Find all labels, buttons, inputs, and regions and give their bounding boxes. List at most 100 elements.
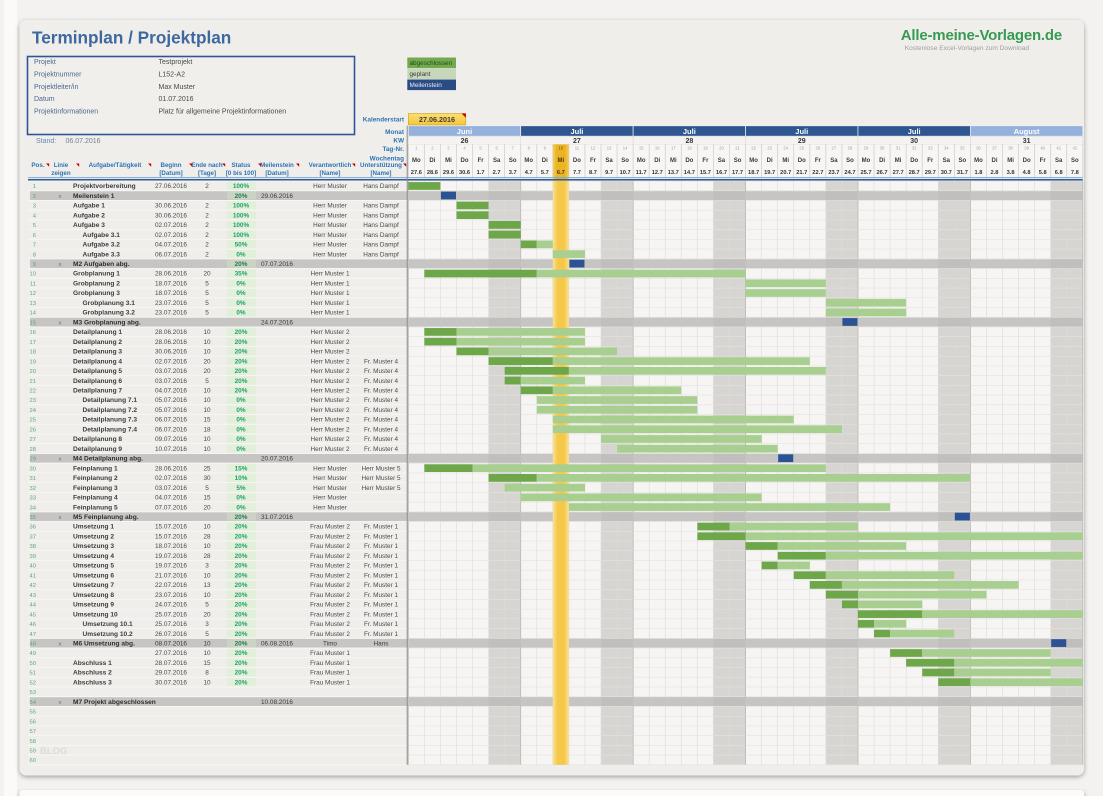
svg-text:3: 3 [447, 146, 450, 151]
svg-text:Detailplanung 7.1: Detailplanung 7.1 [83, 397, 138, 404]
svg-text:Detailplanung 5: Detailplanung 5 [73, 368, 122, 375]
svg-text:45: 45 [30, 612, 36, 618]
svg-text:02.07.2016: 02.07.2016 [155, 358, 187, 365]
svg-text:9: 9 [544, 146, 547, 151]
svg-text:Umsetzung 6: Umsetzung 6 [73, 572, 114, 579]
svg-text:0%: 0% [236, 504, 246, 511]
svg-text:43: 43 [30, 593, 36, 599]
svg-text:0%: 0% [236, 300, 246, 307]
svg-text:27: 27 [30, 437, 36, 443]
svg-text:46: 46 [30, 622, 36, 628]
svg-text:19.7: 19.7 [764, 170, 775, 176]
svg-text:Frau Muster 2: Frau Muster 2 [310, 602, 350, 609]
svg-text:28: 28 [203, 533, 211, 540]
svg-text:Detailplanung 7.4: Detailplanung 7.4 [83, 426, 138, 433]
svg-text:20%: 20% [235, 378, 248, 385]
svg-text:Detailplanung 7.3: Detailplanung 7.3 [83, 417, 138, 424]
svg-text:20%: 20% [235, 514, 248, 521]
svg-text:Alle-meine-Vorlagen.de: Alle-meine-Vorlagen.de [901, 27, 1062, 44]
svg-text:Fr. Muster 4: Fr. Muster 4 [364, 368, 399, 375]
svg-text:Frau Muster 2: Frau Muster 2 [310, 543, 350, 550]
svg-text:15: 15 [203, 417, 211, 424]
svg-text:37: 37 [30, 534, 36, 540]
svg-text:Herr Muster 2: Herr Muster 2 [310, 339, 350, 346]
svg-text:10%: 10% [235, 475, 248, 482]
svg-text:Juli: Juli [908, 127, 921, 136]
svg-text:06.08.2016: 06.08.2016 [261, 640, 293, 647]
svg-text:Stand:: Stand: [36, 138, 56, 145]
svg-text:Detailplanung 9: Detailplanung 9 [73, 446, 122, 453]
svg-text:Fr: Fr [815, 158, 822, 164]
svg-text:Unterstützung: Unterstützung [360, 162, 402, 169]
svg-text:[Tage]: [Tage] [198, 170, 216, 177]
svg-text:40: 40 [30, 564, 36, 570]
svg-text:04.07.2016: 04.07.2016 [155, 242, 187, 249]
svg-text:20%: 20% [235, 631, 248, 638]
svg-text:60: 60 [30, 758, 36, 764]
svg-text:So: So [959, 158, 967, 164]
svg-text:M2 Aufgaben abg.: M2 Aufgaben abg. [73, 261, 130, 268]
svg-text:Monat: Monat [385, 129, 405, 136]
svg-text:Aufgabe 1: Aufgabe 1 [73, 203, 105, 210]
svg-text:Juli: Juli [795, 127, 808, 136]
svg-text:0%: 0% [236, 495, 246, 502]
svg-text:5%: 5% [236, 485, 246, 492]
svg-text:Sa: Sa [943, 158, 951, 164]
svg-text:34: 34 [30, 505, 37, 511]
svg-text:23.07.2016: 23.07.2016 [155, 310, 187, 317]
svg-text:[Name]: [Name] [320, 170, 341, 177]
svg-text:27: 27 [832, 146, 837, 151]
svg-text:28.6: 28.6 [427, 170, 438, 176]
svg-text:10.7: 10.7 [620, 170, 631, 176]
svg-text:5: 5 [205, 378, 209, 385]
svg-text:0%: 0% [236, 280, 246, 287]
svg-text:06.07.2016: 06.07.2016 [155, 417, 187, 424]
svg-text:Hans Dampf: Hans Dampf [363, 242, 399, 249]
svg-text:Hans Dampf: Hans Dampf [363, 222, 399, 229]
svg-text:28.06.2016: 28.06.2016 [155, 465, 187, 472]
svg-text:Fr. Muster 1: Fr. Muster 1 [364, 572, 399, 579]
svg-text:10.08.2016: 10.08.2016 [261, 699, 293, 706]
svg-text:Sa: Sa [830, 158, 838, 164]
svg-text:Mo: Mo [524, 158, 533, 164]
svg-text:40: 40 [1040, 146, 1045, 151]
svg-text:Herr Muster 2: Herr Muster 2 [310, 378, 350, 385]
svg-text:2: 2 [431, 146, 434, 151]
svg-text:9.7: 9.7 [605, 170, 613, 176]
svg-text:Datum: Datum [34, 96, 55, 103]
svg-text:23.07.2016: 23.07.2016 [155, 592, 187, 599]
svg-text:41: 41 [1056, 146, 1061, 151]
svg-text:10: 10 [203, 388, 211, 395]
svg-text:7.8: 7.8 [1071, 170, 1079, 176]
svg-text:Hans Dampf: Hans Dampf [363, 203, 399, 210]
svg-text:18.07.2016: 18.07.2016 [155, 280, 187, 287]
svg-text:Mo: Mo [974, 158, 983, 164]
svg-text:3: 3 [205, 563, 209, 570]
svg-text:5: 5 [205, 300, 209, 307]
svg-text:31: 31 [896, 146, 901, 151]
svg-text:4: 4 [463, 146, 466, 151]
svg-text:Frau Muster 2: Frau Muster 2 [310, 533, 350, 540]
svg-text:x: x [59, 641, 62, 647]
svg-text:20: 20 [203, 271, 211, 278]
svg-text:Herr Muster 5: Herr Muster 5 [361, 475, 401, 482]
svg-text:20%: 20% [235, 349, 248, 356]
svg-text:2: 2 [33, 194, 36, 200]
svg-text:Beginn: Beginn [161, 162, 182, 169]
svg-text:36: 36 [976, 146, 981, 151]
svg-text:Timo: Timo [323, 640, 337, 647]
svg-text:Fr. Muster 4: Fr. Muster 4 [364, 417, 399, 424]
svg-text:10: 10 [203, 592, 211, 599]
svg-text:Fr. Muster 4: Fr. Muster 4 [364, 358, 399, 365]
svg-text:02.07.2016: 02.07.2016 [155, 222, 187, 229]
svg-text:20%: 20% [235, 679, 248, 686]
svg-text:17: 17 [671, 146, 676, 151]
svg-text:27.6: 27.6 [411, 170, 422, 176]
svg-text:28: 28 [203, 553, 211, 560]
svg-text:23.07.2016: 23.07.2016 [155, 300, 187, 307]
svg-text:18.07.2016: 18.07.2016 [155, 290, 187, 297]
svg-text:100%: 100% [233, 222, 250, 229]
svg-text:20%: 20% [235, 582, 248, 589]
svg-text:32: 32 [912, 146, 917, 151]
svg-text:6: 6 [33, 233, 36, 239]
